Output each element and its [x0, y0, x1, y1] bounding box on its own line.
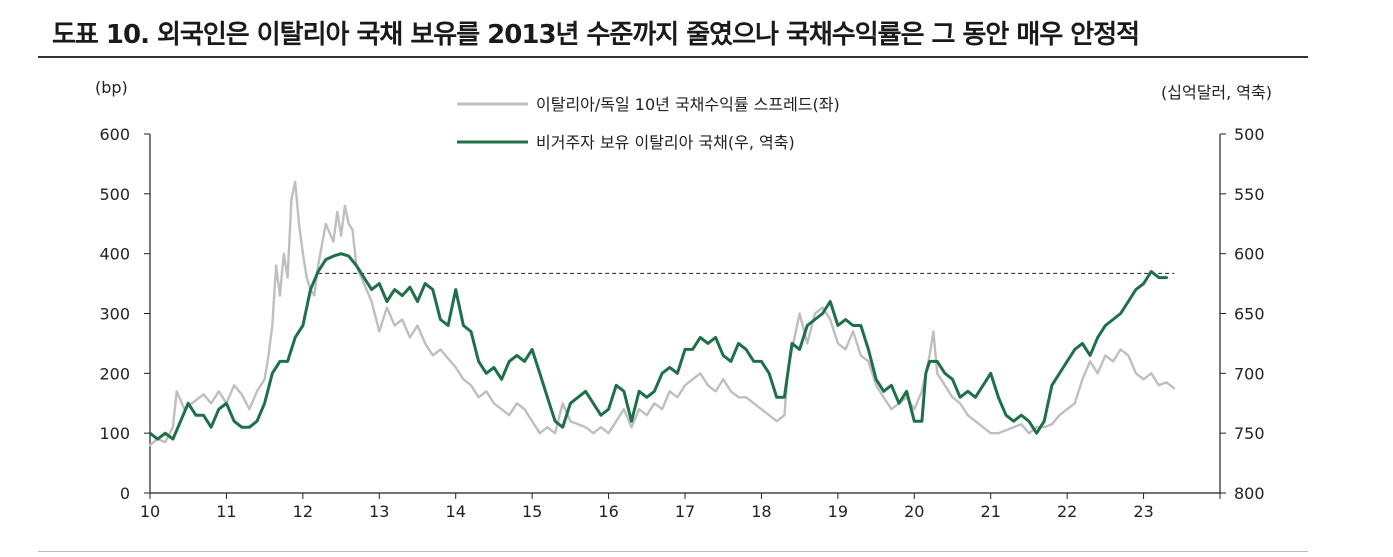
left-y-tick-label: 600	[99, 125, 130, 144]
right-y-tick-label: 500	[1234, 125, 1265, 144]
legend-label: 비거주자 보유 이탈리아 국채(우, 역축)	[536, 133, 795, 152]
right-y-tick-label: 550	[1234, 185, 1265, 204]
left-y-tick-label: 400	[99, 245, 130, 264]
x-tick-label: 12	[293, 502, 313, 521]
right-y-tick-label: 700	[1234, 364, 1265, 383]
x-tick-label: 15	[522, 502, 542, 521]
nonresident-holdings-series-line	[148, 252, 1168, 441]
title-underline	[38, 56, 1308, 58]
x-tick-label: 23	[1133, 502, 1153, 521]
right-y-tick-label: 800	[1234, 484, 1265, 503]
left-axis-unit: (bp)	[95, 78, 128, 97]
left-y-tick-label: 100	[99, 424, 130, 443]
x-tick-label: 21	[981, 502, 1001, 521]
x-tick-label: 16	[598, 502, 618, 521]
legend-label: 이탈리아/독일 10년 국채수익률 스프레드(좌)	[536, 95, 840, 114]
left-y-tick-label: 200	[99, 364, 130, 383]
chart-title: 도표 10. 외국인은 이탈리아 국채 보유를 2013년 수준까지 줄였으나 …	[52, 20, 1140, 50]
x-tick-label: 11	[216, 502, 236, 521]
x-tick-label: 22	[1057, 502, 1077, 521]
left-y-tick-label: 300	[99, 305, 130, 324]
right-y-tick-label: 650	[1234, 305, 1265, 324]
x-tick-label: 20	[904, 502, 924, 521]
left-y-tick-label: 0	[120, 484, 130, 503]
left-y-tick-label: 500	[99, 185, 130, 204]
bottom-rule	[38, 551, 1308, 552]
right-axis-unit: (십억달러, 역축)	[1161, 83, 1272, 102]
right-y-tick-label: 750	[1234, 424, 1265, 443]
spread-series-line	[148, 180, 1176, 447]
x-tick-label: 19	[828, 502, 848, 521]
x-tick-label: 10	[140, 502, 160, 521]
right-y-tick-label: 600	[1234, 245, 1265, 264]
x-tick-label: 13	[369, 502, 389, 521]
x-tick-label: 14	[446, 502, 466, 521]
x-tick-label: 17	[675, 502, 695, 521]
x-tick-label: 18	[751, 502, 771, 521]
